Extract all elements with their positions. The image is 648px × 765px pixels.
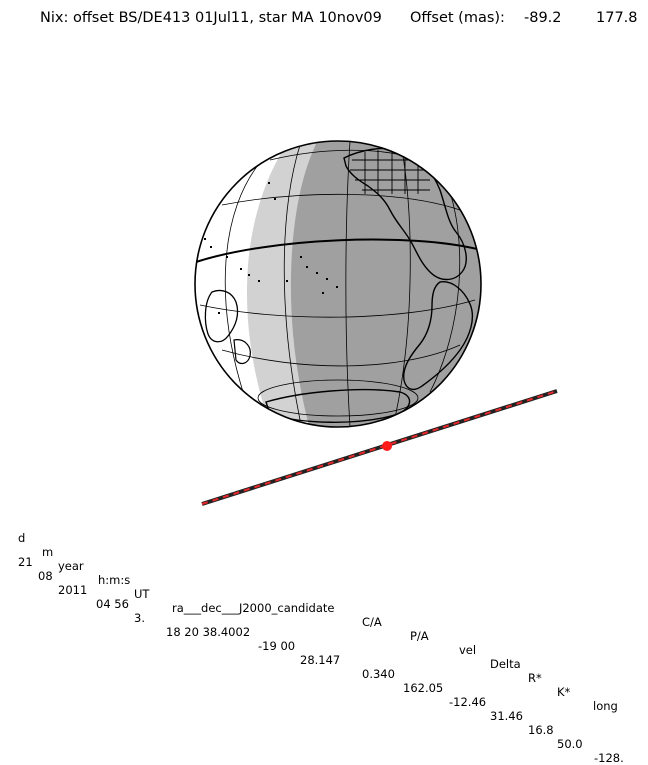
cell-dec: -19 00 bbox=[258, 639, 296, 653]
col-header-month: m bbox=[42, 545, 54, 559]
cell-delta: 31.46 bbox=[490, 709, 523, 723]
us-state-borders bbox=[350, 150, 430, 194]
col-header-pa: P/A bbox=[410, 629, 429, 643]
cell-hm: 04 56 bbox=[96, 597, 129, 611]
col-header-day: d bbox=[18, 531, 26, 545]
track-dash bbox=[201, 390, 558, 505]
cell-pa: 162.05 bbox=[403, 681, 444, 695]
col-header-ra-dec: ra___dec___J2000_candidate bbox=[172, 601, 335, 615]
cell-dec-arcsec: 28.147 bbox=[300, 653, 341, 667]
cell-day: 21 bbox=[18, 555, 33, 569]
table-value-row: 21 08 2011 04 56 3. 18 20 38.4002 -19 00… bbox=[0, 541, 624, 765]
col-header-hms: h:m:s bbox=[98, 573, 131, 587]
cell-rstar: 16.8 bbox=[528, 723, 554, 737]
offset-label: Offset (mas): bbox=[410, 10, 505, 26]
globe bbox=[194, 140, 482, 428]
plot-title: Nix: offset BS/DE413 01Jul11, star MA 10… bbox=[40, 10, 382, 26]
offset-x-value: -89.2 bbox=[524, 10, 562, 26]
offset-y-value: 177.8 bbox=[596, 10, 638, 26]
cell-year: 2011 bbox=[58, 583, 88, 597]
col-header-delta: Delta bbox=[490, 657, 521, 671]
cell-ra: 18 20 38.4002 bbox=[166, 625, 251, 639]
new-zealand-coast bbox=[233, 339, 251, 365]
occultation-track bbox=[201, 389, 558, 506]
cell-kstar: 50.0 bbox=[557, 737, 583, 751]
col-header-ut: UT bbox=[134, 587, 150, 601]
antarctica-coast bbox=[265, 388, 411, 423]
pacific-islands bbox=[204, 182, 338, 314]
cell-month: 08 bbox=[38, 569, 53, 583]
shadow-zone bbox=[290, 141, 481, 427]
globe-outline bbox=[194, 140, 482, 428]
col-header-year: year bbox=[58, 559, 84, 573]
australia-coast bbox=[204, 289, 239, 343]
col-header-rstar: R* bbox=[528, 671, 542, 685]
cell-vel: -12.46 bbox=[449, 695, 487, 709]
col-header-ca: C/A bbox=[362, 615, 382, 629]
event-marker bbox=[382, 441, 392, 451]
cell-long: -128. bbox=[594, 751, 624, 765]
parallel-grid bbox=[199, 149, 476, 417]
col-header-vel: vel bbox=[459, 643, 477, 657]
col-header-long: long bbox=[593, 699, 618, 713]
cell-ca: 0.340 bbox=[362, 667, 395, 681]
equator-line bbox=[195, 238, 481, 263]
col-header-kstar: K* bbox=[557, 685, 571, 699]
occultation-map bbox=[194, 140, 558, 506]
south-america-coast bbox=[403, 281, 474, 391]
cell-seconds: 3. bbox=[134, 611, 145, 625]
